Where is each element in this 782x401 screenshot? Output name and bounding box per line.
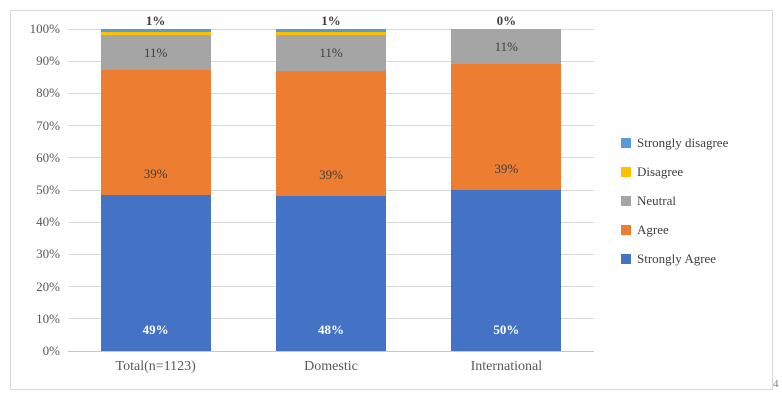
footnote-marker: 4 [773,378,779,390]
data-label: 1% [321,13,341,28]
bar-segment-agree [100,70,211,195]
legend: Strongly disagree Disagree Neutral Agree Str… [621,128,728,273]
bar-segment-strongly-disagree [100,29,211,33]
legend-label: Strongly Agree [637,250,717,266]
data-label: 0% [496,13,517,28]
data-label: 11% [143,44,168,60]
x-axis-category-label: Total(n=1123) [115,359,196,374]
y-axis-tick-label: 90% [36,53,60,69]
bar-segment-strongly-agree [451,190,562,351]
y-axis-tick-label: 100% [29,21,60,36]
y-axis-tick-label: 60% [36,149,60,165]
chart-frame: 100% 90% 80% 70% 60% 50% 40% 30% 20% 10% 0% 49% 39% 1… [10,10,773,390]
legend-color-swatch [621,195,631,206]
data-label: 11% [494,38,519,54]
legend-label: Disagree [637,163,684,179]
legend-item: Neutral [621,186,728,215]
legend-item: Strongly Agree [621,244,728,273]
bar-segment-agree [276,70,386,197]
legend-label: Neutral [637,192,676,208]
bar-segment-agree [451,64,562,190]
bar-segment-disagree [100,32,211,36]
bar-segment-neutral [100,35,211,71]
y-axis-tick-label: 30% [36,246,60,262]
y-axis-tick-label: 40% [36,214,60,230]
bar-segment-strongly-disagree [276,29,386,33]
legend-item: Disagree [621,157,728,186]
legend-color-swatch [621,253,631,264]
bar-segment-strongly-agree [100,194,211,351]
y-axis-tick-label: 20% [36,278,60,294]
data-label: 39% [319,167,343,183]
legend-label: Strongly disagree [637,134,729,150]
bar-segment-neutral [451,29,562,65]
data-label: 50% [493,322,520,337]
legend-color-swatch [621,166,631,177]
legend-color-swatch [621,224,631,235]
data-label: 1% [145,13,166,28]
bar-segment-disagree [276,32,386,36]
x-axis-category-label: International [470,359,543,374]
y-axis-tick-label: 0% [42,343,60,358]
data-label: 49% [142,322,169,337]
bar-segment-strongly-agree [276,196,386,351]
gridline [68,350,594,352]
y-axis-tick-label: 80% [36,85,60,101]
y-axis-tick-label: 50% [36,182,60,197]
y-axis-tick-label: 10% [36,310,60,326]
y-axis-tick-label: 70% [36,117,60,133]
legend-item: Agree [621,215,728,244]
data-label: 48% [318,322,344,337]
data-label: 39% [494,161,519,176]
legend-item: Strongly disagree [621,128,728,157]
bar-segment-neutral [276,35,386,71]
data-label: 39% [143,165,168,181]
data-label: 11% [319,45,343,61]
x-axis-category-label: Domestic [304,359,358,374]
legend-label: Agree [637,221,669,237]
legend-color-swatch [621,137,631,148]
